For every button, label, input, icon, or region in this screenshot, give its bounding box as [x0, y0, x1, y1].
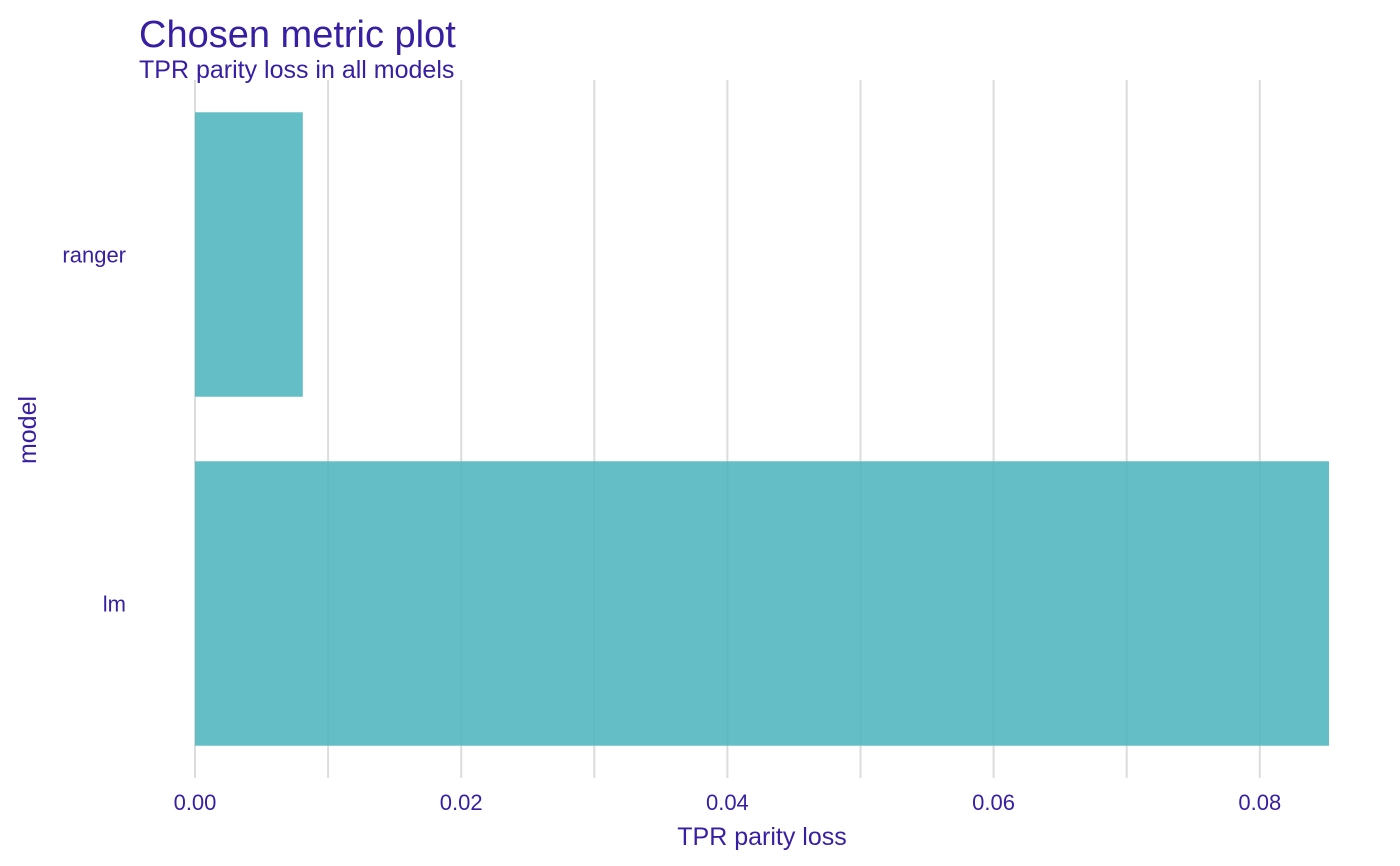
y-tick-label: lm	[103, 592, 126, 617]
x-axis-ticks: 0.00 0.02 0.04 0.06 0.08	[174, 790, 1282, 815]
y-axis-label: model	[14, 396, 42, 464]
chart-subtitle: TPR parity loss in all models	[139, 56, 455, 84]
bars	[195, 112, 1329, 746]
x-tick-label: 0.06	[972, 790, 1015, 815]
x-tick-label: 0.00	[174, 790, 217, 815]
x-tick-label: 0.02	[440, 790, 483, 815]
chart-title: Chosen metric plot	[139, 14, 456, 56]
x-axis-label: TPR parity loss	[677, 823, 846, 851]
bar-ranger	[195, 112, 303, 397]
x-tick-label: 0.04	[706, 790, 749, 815]
y-axis-ticks: ranger lm	[62, 243, 126, 617]
x-tick-label: 0.08	[1238, 790, 1281, 815]
y-tick-label: ranger	[62, 243, 126, 268]
bar-lm	[195, 461, 1329, 746]
